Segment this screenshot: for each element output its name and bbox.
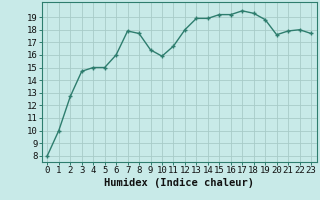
X-axis label: Humidex (Indice chaleur): Humidex (Indice chaleur): [104, 178, 254, 188]
